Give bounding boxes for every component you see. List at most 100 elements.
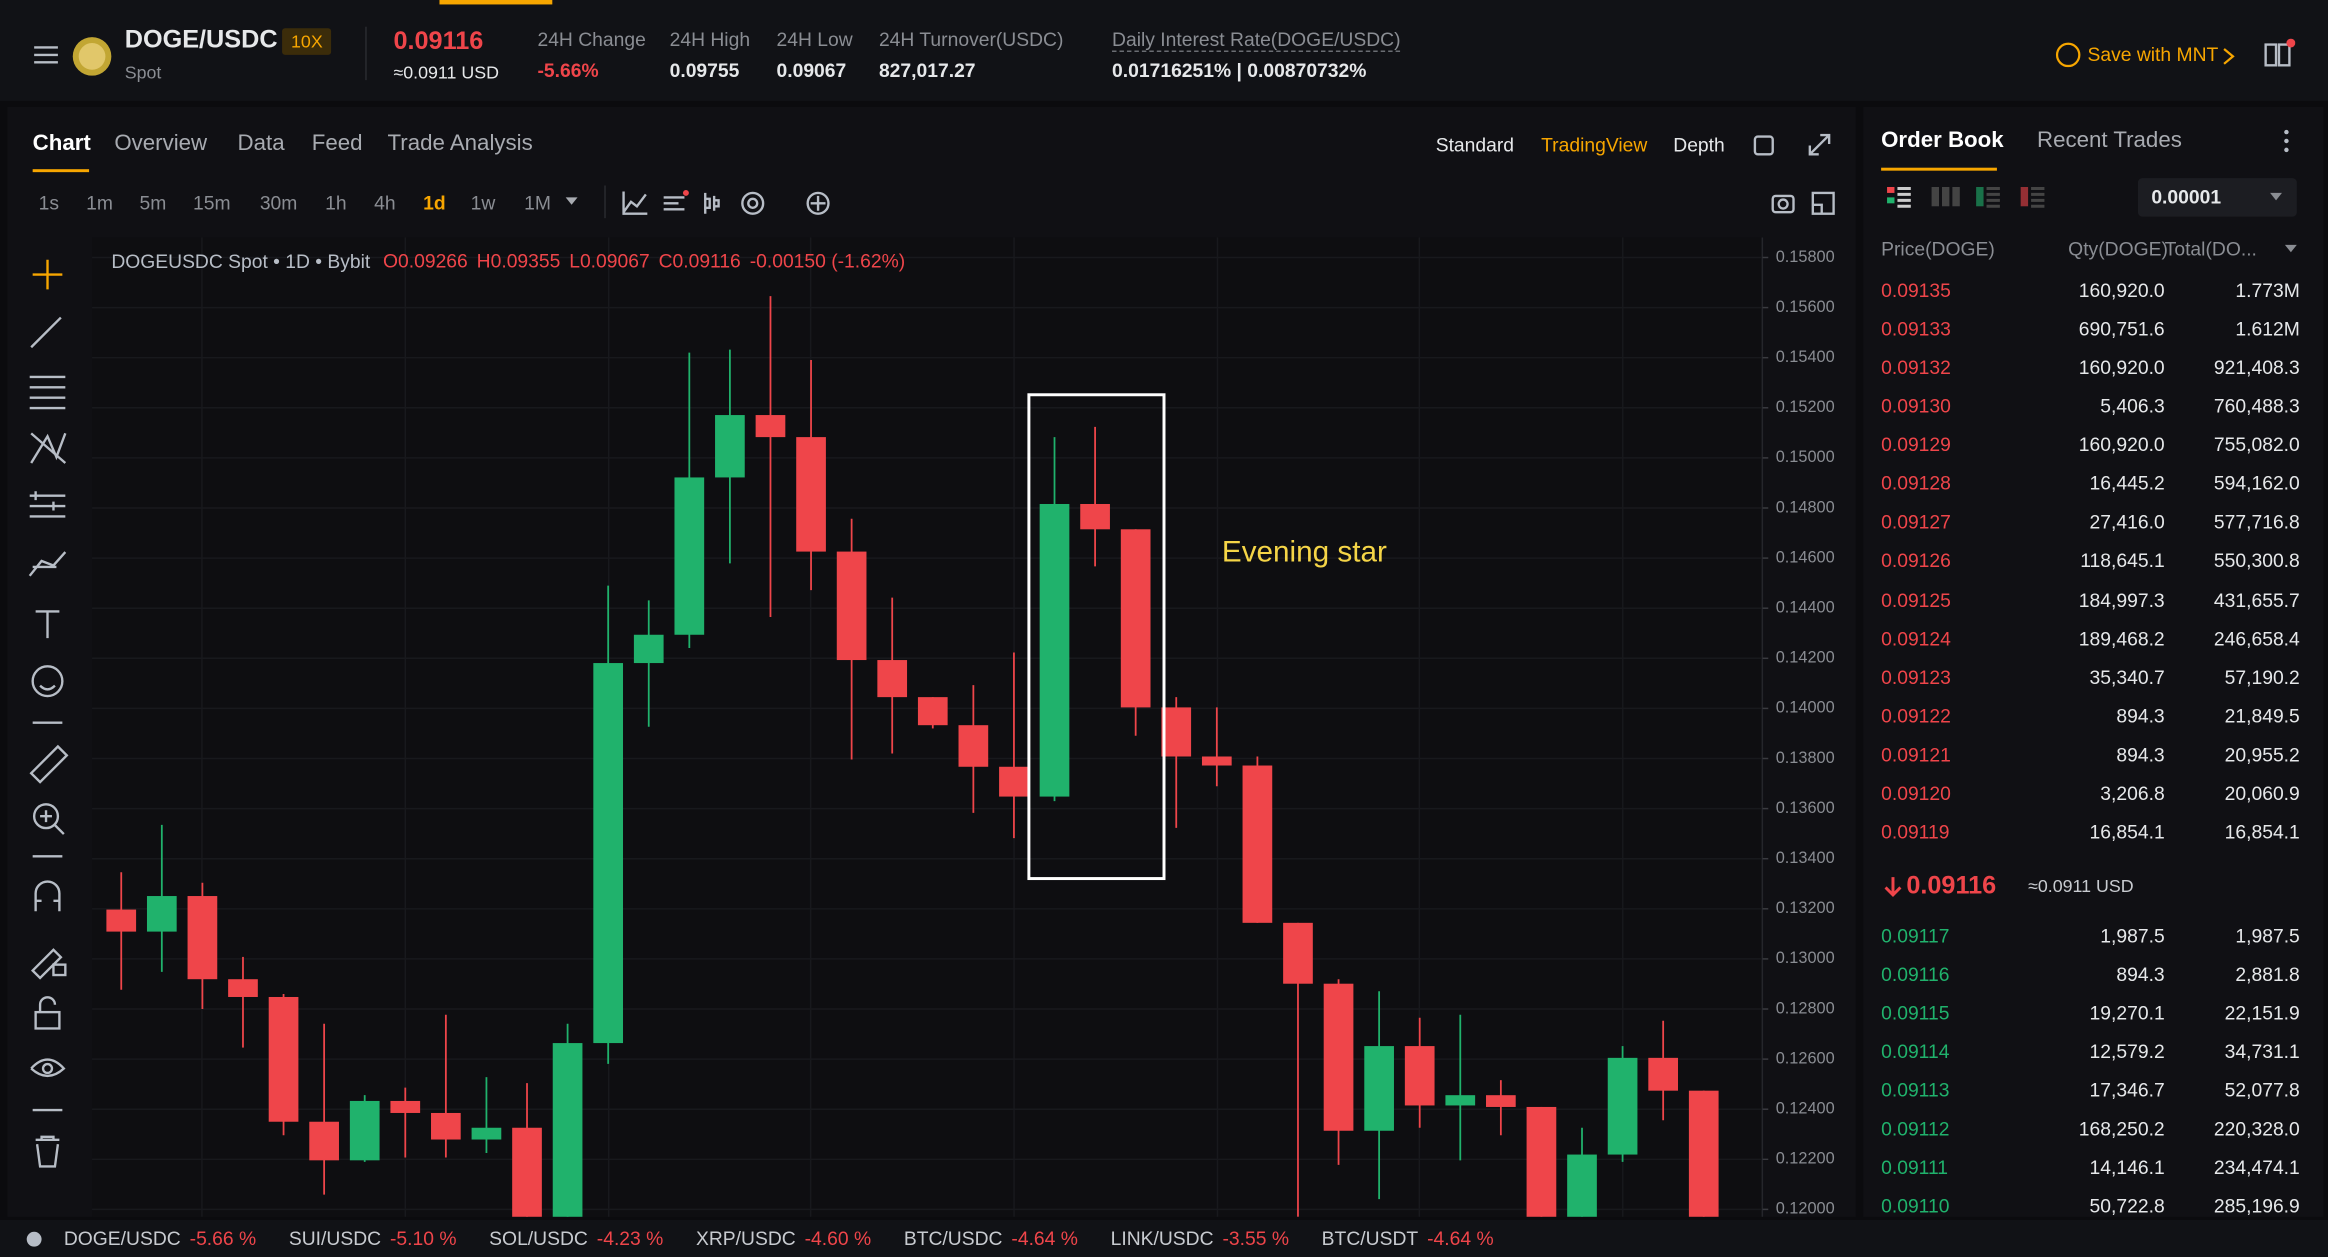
order-price: 0.09127 — [1881, 511, 1951, 534]
candle-body — [917, 697, 948, 726]
order-price: 0.09135 — [1881, 279, 1951, 302]
order-total: 57,190.2 — [2224, 665, 2300, 689]
order-total: 52,077.8 — [2224, 1078, 2300, 1102]
interval[interactable]: 15m — [193, 191, 231, 214]
interval[interactable]: 1h — [325, 191, 347, 214]
stat-label: 24H High — [669, 28, 751, 51]
tab[interactable]: Chart — [32, 130, 91, 156]
order-total: 246,658.4 — [2213, 627, 2300, 650]
accent — [439, 0, 553, 5]
interest-value: 0.01716251% | 0.00870732% — [1112, 59, 1367, 82]
legend-value: -0.00150 (-1.62%) — [750, 252, 905, 273]
dropdown-icon — [2284, 244, 2297, 253]
order-row: 0.09128 16,445.2 594,162.0 — [1863, 467, 2316, 503]
interval[interactable]: 1w — [470, 191, 496, 214]
order-total: 234,474.1 — [2213, 1156, 2300, 1179]
tab-underline — [1881, 167, 1997, 171]
order-row: 0.09121 894.3 20,955.2 — [1863, 737, 2316, 773]
ticker-item[interactable]: SOL/USDC -4.23 % — [489, 1227, 663, 1249]
order-total: 16,854.1 — [2224, 820, 2300, 843]
menu-icon[interactable] — [33, 42, 60, 69]
candle-body — [512, 1127, 542, 1217]
ticker-item[interactable]: XRP/USDC -4.60 % — [696, 1227, 871, 1249]
orderbook-panel — [1863, 106, 2324, 1217]
view-icons[interactable] — [1753, 133, 1842, 158]
snapshot-tools[interactable] — [1770, 188, 1838, 218]
view-option[interactable]: Standard — [1435, 133, 1515, 156]
order-total: 577,716.8 — [2213, 511, 2300, 534]
divider — [604, 185, 606, 219]
order-row: 0.09122 894.3 21,849.5 — [1863, 699, 2316, 735]
interval[interactable]: 4h — [374, 191, 396, 214]
precision[interactable]: 0.00001 — [2151, 185, 2222, 208]
y-tick-label: 0.13000 — [1776, 949, 1835, 967]
candle-body — [755, 415, 786, 438]
book-icon[interactable] — [2263, 38, 2296, 72]
order-qty: 16,854.1 — [2089, 820, 2165, 843]
ticker-item[interactable]: SUI/USDC -5.10 % — [289, 1227, 457, 1249]
order-qty: 189,468.2 — [2078, 627, 2165, 650]
tab[interactable]: Data — [237, 130, 285, 156]
y-tick-label: 0.14000 — [1776, 699, 1835, 717]
order-price: 0.09132 — [1881, 356, 1951, 379]
order-qty: 12,579.2 — [2089, 1040, 2165, 1063]
interval[interactable]: 30m — [259, 191, 298, 214]
interval[interactable]: 5m — [139, 191, 167, 214]
interval[interactable]: 1s — [38, 191, 59, 214]
order-qty: 118,645.1 — [2080, 549, 2165, 573]
annotation: Evening star — [1222, 535, 1387, 568]
legend-values: O0.09266 H0.09355 L0.09067 C0.09116 -0.00150… — [383, 252, 905, 273]
more-icon[interactable] — [2272, 128, 2302, 155]
ticker-item[interactable]: LINK/USDC -3.55 % — [1111, 1227, 1289, 1249]
ticker: DOGE/USDC -5.66 % SUI/USDC -5.10 % SOL/USDC -… — [64, 1227, 1526, 1249]
view-option[interactable]: TradingView — [1541, 133, 1648, 156]
tab[interactable]: Trade Analysis — [387, 130, 533, 156]
tab[interactable]: Overview — [114, 130, 208, 156]
interval[interactable]: 1d — [423, 191, 446, 214]
tab[interactable]: Feed — [311, 130, 363, 156]
view-option[interactable]: Depth — [1673, 133, 1725, 156]
drawing-toolbar[interactable] — [21, 252, 80, 1172]
ticker-change: -5.66 % — [189, 1227, 257, 1250]
interval-dropdown[interactable] — [564, 194, 579, 209]
order-total: 1.612M — [2235, 317, 2300, 340]
precision-select[interactable] — [2137, 178, 2297, 217]
ticker-change: -4.23 % — [596, 1227, 664, 1250]
candle-body — [349, 1100, 380, 1161]
ticker-change: -4.64 % — [1427, 1227, 1494, 1250]
ticker-item[interactable]: BTC/USDT -4.64 % — [1322, 1227, 1494, 1249]
interval[interactable]: 1M — [524, 191, 551, 214]
y-tick-label: 0.14800 — [1776, 498, 1835, 516]
orderbook-tab[interactable]: Order Book — [1881, 127, 2004, 153]
price: 0.09116 — [393, 26, 484, 55]
chart-tools[interactable] — [621, 188, 844, 218]
promo[interactable]: Save with MNT — [2087, 43, 2219, 66]
ticker-item[interactable]: DOGE/USDC -5.66 % — [64, 1227, 256, 1249]
interest-label[interactable]: Daily Interest Rate(DOGE/USDC) — [1112, 28, 1401, 52]
y-tick-label: 0.12600 — [1776, 1049, 1835, 1067]
order-row: 0.09126 118,645.1 550,300.8 — [1863, 544, 2316, 580]
stat-label: 24H Change — [537, 28, 646, 51]
order-price: 0.09125 — [1881, 588, 1951, 611]
candle-body — [228, 979, 258, 997]
order-row: 0.09114 12,579.2 34,731.1 — [1863, 1034, 2316, 1070]
interval[interactable]: 1m — [86, 191, 113, 214]
order-row: 0.09129 160,920.0 755,082.0 — [1863, 428, 2316, 464]
ticker-icon — [26, 1231, 42, 1247]
down-arrow — [1884, 877, 1902, 897]
layout-icons[interactable] — [1886, 184, 2049, 211]
pair[interactable]: DOGE/USDC — [124, 25, 278, 54]
order-row: 0.09110 50,722.8 285,196.9 — [1863, 1189, 2316, 1225]
order-total: 594,162.0 — [2213, 472, 2300, 495]
candle-body — [146, 896, 177, 932]
candle-body — [796, 437, 826, 552]
col-qty: Qty(DOGE) — [2068, 237, 2168, 260]
ticker-item[interactable]: BTC/USDC -4.64 % — [904, 1227, 1078, 1249]
market: Spot — [124, 62, 162, 84]
order-qty: 160,920.0 — [2078, 433, 2165, 457]
order-row: 0.09112 168,250.2 220,328.0 — [1863, 1112, 2316, 1148]
order-price: 0.09122 — [1881, 704, 1951, 727]
order-row: 0.09117 1,987.5 1,987.5 — [1863, 919, 2316, 955]
trades-tab[interactable]: Recent Trades — [2037, 127, 2182, 153]
